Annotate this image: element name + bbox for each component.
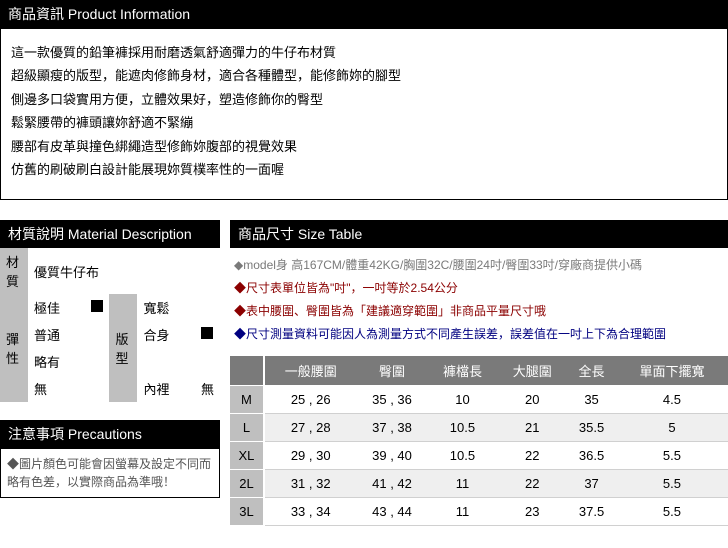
size-row: L27 , 2837 , 3810.52135.55 <box>230 413 728 441</box>
size-cell: 5 <box>616 413 728 441</box>
size-cell: 29 , 30 <box>264 441 357 469</box>
product-info-line: 腰部有皮革與撞色綁繩造型修飾妳腹部的視覺效果 <box>11 135 717 158</box>
style-level-0: 寬鬆 <box>137 294 195 321</box>
size-cell: 11 <box>428 469 498 497</box>
size-cell: 35.5 <box>567 413 616 441</box>
product-info-body: 這一款優質的鉛筆褲採用耐磨透氣舒適彈力的牛仔布材質超級顯瘦的版型，能遮肉修飾身材… <box>0 28 728 200</box>
lining-label: 內裡 <box>137 375 195 402</box>
size-cell: 31 , 32 <box>264 469 357 497</box>
size-cell: 5.5 <box>616 469 728 497</box>
elastic-check-3 <box>85 375 109 402</box>
size-cell: 21 <box>497 413 567 441</box>
size-col-header: 褲檔長 <box>428 356 498 386</box>
size-cell: 22 <box>497 469 567 497</box>
size-col-header: 大腿圍 <box>497 356 567 386</box>
size-row: XL29 , 3039 , 4010.52236.55.5 <box>230 441 728 469</box>
size-cell: 41 , 42 <box>357 469 428 497</box>
size-cell: 5.5 <box>616 441 728 469</box>
size-label: L <box>230 413 264 441</box>
size-cell: 23 <box>497 497 567 525</box>
size-cell: 27 , 28 <box>264 413 357 441</box>
size-cell: 37 <box>567 469 616 497</box>
style-check-0 <box>195 294 220 321</box>
elastic-level-1: 普通 <box>28 321 85 348</box>
style-level-1: 合身 <box>137 321 195 348</box>
product-info-line: 這一款優質的鉛筆褲採用耐磨透氣舒適彈力的牛仔布材質 <box>11 41 717 64</box>
size-cell: 35 <box>567 385 616 413</box>
size-table-header: 商品尺寸 Size Table <box>230 220 728 248</box>
size-row: 2L31 , 3241 , 421122375.5 <box>230 469 728 497</box>
size-cell: 36.5 <box>567 441 616 469</box>
precautions-header: 注意事項 Precautions <box>0 420 220 448</box>
style-label: 版型 <box>109 294 137 402</box>
material-value: 優質牛仔布 <box>28 248 220 294</box>
size-note: ◆model身 高167CM/體重42KG/胸圍32C/腰圍24吋/臀圍33吋/… <box>234 254 724 277</box>
precautions-text: ◆圖片顏色可能會因螢幕及設定不同而略有色差，以實際商品為準哦！ <box>0 448 220 498</box>
size-cell: 20 <box>497 385 567 413</box>
product-info-line: 鬆緊腰帶的褲頭讓妳舒適不緊繃 <box>11 111 717 134</box>
size-cell: 43 , 44 <box>357 497 428 525</box>
elastic-check-1 <box>85 321 109 348</box>
elastic-level-3: 無 <box>28 375 85 402</box>
size-cell: 22 <box>497 441 567 469</box>
size-label: M <box>230 385 264 413</box>
size-col-header: 單面下擺寬 <box>616 356 728 386</box>
elastic-check-0 <box>85 294 109 321</box>
size-cell: 37.5 <box>567 497 616 525</box>
material-label: 材質 <box>0 248 28 294</box>
size-note: ◆尺寸測量資料可能因人為測量方式不同產生誤差，誤差值在一吋上下為合理範圍 <box>234 323 724 346</box>
size-cell: 10.5 <box>428 441 498 469</box>
size-notes: ◆model身 高167CM/體重42KG/胸圍32C/腰圍24吋/臀圍33吋/… <box>230 248 728 355</box>
size-cell: 11 <box>428 497 498 525</box>
size-col-header: 一般腰圍 <box>264 356 357 386</box>
material-table: 材質 優質牛仔布 彈性 極佳 版型 寬鬆 普通 合身 略有 <box>0 248 220 402</box>
elastic-level-2: 略有 <box>28 348 85 375</box>
size-cell: 10.5 <box>428 413 498 441</box>
elastic-label: 彈性 <box>0 294 28 402</box>
style-check-1 <box>195 321 220 348</box>
size-label: 3L <box>230 497 264 525</box>
size-cell: 25 , 26 <box>264 385 357 413</box>
lining-value: 無 <box>195 375 220 402</box>
size-cell: 33 , 34 <box>264 497 357 525</box>
elastic-check-2 <box>85 348 109 375</box>
size-table: 一般腰圍臀圍褲檔長大腿圍全長單面下擺寬 M25 , 2635 , 3610203… <box>230 356 728 526</box>
product-info-line: 仿舊的刷破刷白設計能展現妳質樸率性的一面喔 <box>11 158 717 181</box>
size-cell: 5.5 <box>616 497 728 525</box>
size-note: ◆表中腰圍、臀圍皆為「建議適穿範圍」非商品平量尺寸哦 <box>234 300 724 323</box>
size-note: ◆尺寸表單位皆為"吋"，一吋等於2.54公分 <box>234 277 724 300</box>
size-cell: 39 , 40 <box>357 441 428 469</box>
material-header: 材質說明 Material Description <box>0 220 220 248</box>
size-label: 2L <box>230 469 264 497</box>
product-info-line: 超級顯瘦的版型，能遮肉修飾身材，適合各種體型，能修飾妳的腳型 <box>11 64 717 87</box>
size-cell: 35 , 36 <box>357 385 428 413</box>
size-label: XL <box>230 441 264 469</box>
product-info-line: 側邊多口袋實用方便，立體效果好，塑造修飾你的臀型 <box>11 88 717 111</box>
size-row: 3L33 , 3443 , 44112337.55.5 <box>230 497 728 525</box>
size-col-header: 臀圍 <box>357 356 428 386</box>
size-cell: 4.5 <box>616 385 728 413</box>
size-cell: 10 <box>428 385 498 413</box>
elastic-level-0: 極佳 <box>28 294 85 321</box>
size-cell: 37 , 38 <box>357 413 428 441</box>
size-col-header: 全長 <box>567 356 616 386</box>
size-row: M25 , 2635 , 361020354.5 <box>230 385 728 413</box>
product-info-header: 商品資訊 Product Information <box>0 0 728 28</box>
